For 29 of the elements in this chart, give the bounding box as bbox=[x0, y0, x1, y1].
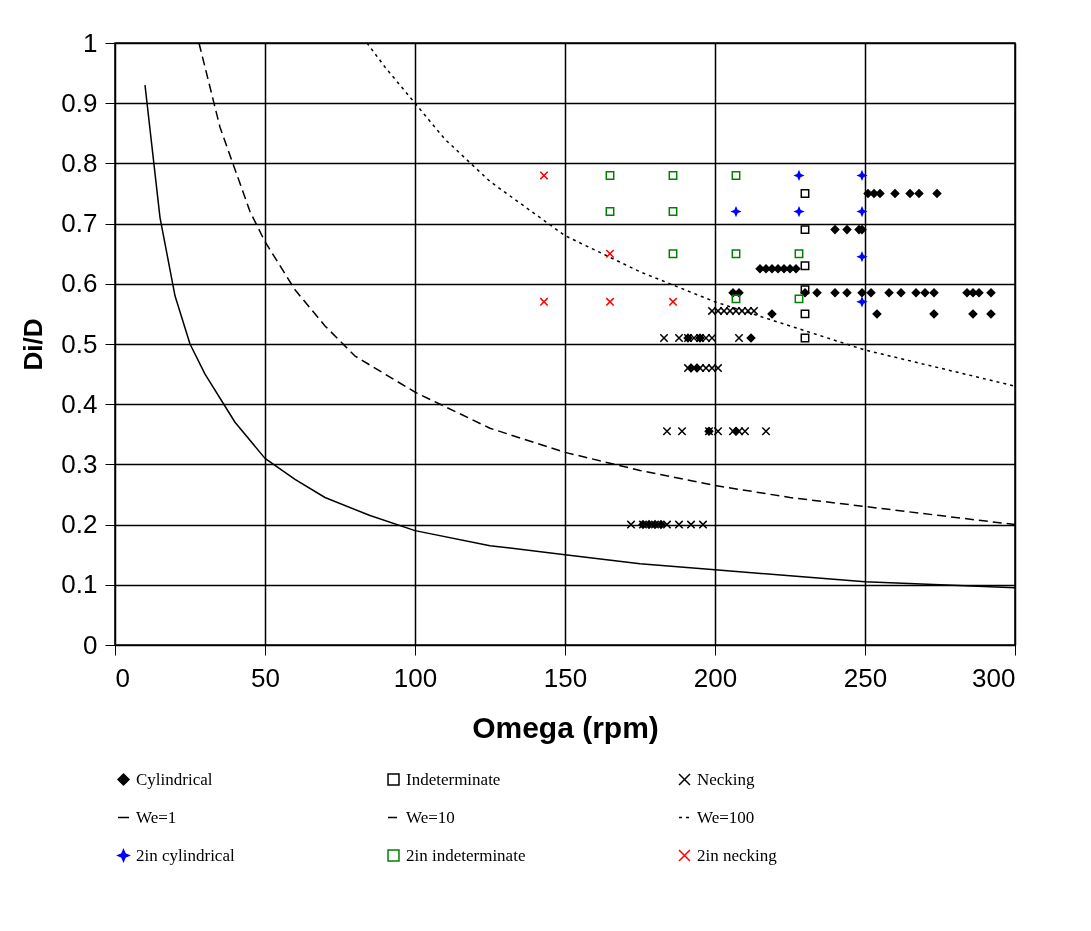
legend-label: We=1 bbox=[136, 807, 177, 827]
x-tick-label: 0 bbox=[115, 662, 130, 693]
legend-label: Necking bbox=[697, 769, 756, 789]
legend-label: We=10 bbox=[406, 807, 455, 827]
y-tick-label: 0.5 bbox=[61, 328, 98, 359]
y-axis-title: Di/D bbox=[18, 318, 49, 371]
legend-label: Cylindrical bbox=[136, 769, 213, 789]
y-tick-label: 0.2 bbox=[61, 509, 98, 540]
y-tick-label: 0.8 bbox=[61, 147, 98, 178]
y-tick-label: 0.7 bbox=[61, 208, 98, 239]
x-tick-label: 100 bbox=[393, 662, 438, 693]
x-tick-label: 300 bbox=[972, 662, 1016, 693]
y-tick-label: 0 bbox=[83, 629, 98, 660]
y-tick-label: 0.4 bbox=[61, 388, 98, 419]
y-tick-label: 1 bbox=[83, 27, 98, 58]
legend-label: We=100 bbox=[697, 807, 755, 827]
legend-label: 2in indeterminate bbox=[406, 845, 526, 865]
x-axis-title: Omega (rpm) bbox=[472, 710, 659, 744]
y-tick-label: 0.1 bbox=[61, 569, 98, 600]
y-tick-label: 0.6 bbox=[61, 268, 98, 299]
y-tick-label: 0.3 bbox=[61, 448, 98, 479]
y-tick-label: 0.9 bbox=[61, 87, 98, 118]
legend-label: 2in cylindrical bbox=[136, 845, 235, 865]
legend-label: Indeterminate bbox=[406, 769, 501, 789]
x-tick-label: 50 bbox=[251, 662, 280, 693]
legend-label: 2in necking bbox=[697, 845, 778, 865]
x-tick-label: 150 bbox=[543, 662, 588, 693]
x-tick-label: 250 bbox=[843, 662, 888, 693]
x-tick-label: 200 bbox=[693, 662, 738, 693]
